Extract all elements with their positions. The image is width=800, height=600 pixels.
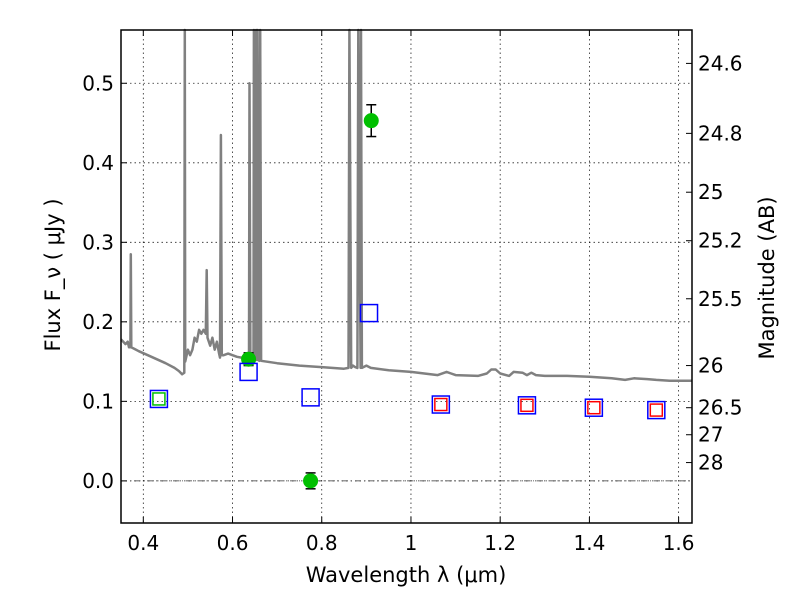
x-tick-label: 1.6 [663, 531, 695, 555]
model-flux-square [647, 400, 666, 420]
model-flux-square-inner [152, 392, 166, 406]
right-axis-tick-label: 26 [698, 354, 723, 378]
y-tick-label: 0.1 [82, 389, 114, 413]
y-axis-label-left: Flux F_ν ( μJy ) [41, 198, 66, 351]
spectrum-line [120, 28, 692, 382]
right-axis-tick-label: 28 [698, 451, 723, 475]
model-flux-square [431, 395, 451, 414]
x-tick-label: 0.6 [217, 531, 249, 555]
x-tick-label: 0.8 [306, 531, 338, 555]
x-tick-label: 1.2 [484, 531, 516, 555]
model-flux-square-inner [587, 400, 601, 415]
detection-point [363, 113, 379, 129]
model-flux-square-inner [649, 403, 664, 417]
right-axis-tick-label: 25.2 [698, 229, 743, 253]
model-flux-square-inner [434, 397, 448, 412]
x-axis-label: Wavelength λ (μm) [306, 563, 507, 587]
y-tick-label: 0.4 [82, 151, 114, 175]
right-axis-tick-label: 25 [698, 180, 723, 204]
y-tick-label: 0.2 [82, 310, 114, 334]
x-tick-label: 1 [405, 531, 418, 555]
y-axis-label-right: Magnitude (AB) [755, 196, 779, 359]
y-tick-label: 0.0 [82, 469, 114, 493]
right-axis-tick-label: 24.8 [698, 121, 743, 145]
right-axis-tick-label: 27 [698, 423, 723, 447]
y-tick-label: 0.5 [82, 71, 114, 95]
model-flux-square [301, 388, 320, 407]
model-flux-square [359, 303, 379, 323]
detection-point [241, 351, 257, 367]
y-tick-label: 0.3 [82, 230, 114, 254]
tick-layer [121, 30, 692, 523]
right-axis-tick-label: 26.5 [698, 396, 743, 420]
model-flux-square [517, 396, 537, 415]
model-flux-square [239, 362, 258, 382]
label-layer: 0.4 0.6 0.8 1 1.2 1.4 1.6 0.0 0.1 0.2 0.3 0.4 0.5 24.… [82, 51, 742, 555]
model-flux-square [584, 398, 604, 417]
model-flux-square [149, 389, 169, 409]
x-tick-label: 0.4 [127, 531, 159, 555]
right-axis-tick-label: 24.6 [698, 51, 743, 75]
marker-layer [149, 103, 666, 490]
x-tick-label: 1.4 [573, 531, 605, 555]
spectrum-layer [120, 28, 692, 382]
right-axis-tick-label: 25.5 [698, 287, 743, 311]
grid-layer [121, 30, 692, 523]
model-flux-square-inner [520, 398, 534, 413]
detection-point [303, 473, 319, 489]
plot-frame [120, 29, 693, 524]
